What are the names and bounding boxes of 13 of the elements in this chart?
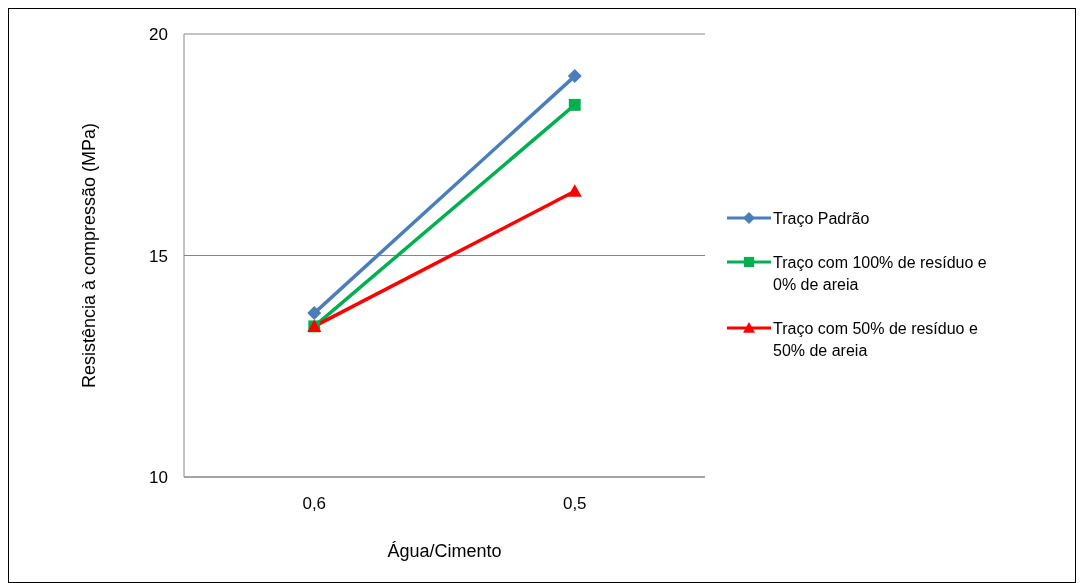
x-tick-label: 0,6 <box>302 494 327 514</box>
y-tick-label: 20 <box>149 25 168 45</box>
x-tick-label: 0,5 <box>562 494 587 514</box>
point <box>567 69 582 84</box>
y-axis-title: Resistência à compressão (MPa) <box>79 122 100 389</box>
point <box>568 98 581 111</box>
point <box>307 306 322 321</box>
legend-label: Traço com 50% de resíduo e 50% de areia <box>773 318 979 361</box>
y-tick-label: 15 <box>149 246 168 266</box>
y-tick-label: 10 <box>149 468 168 488</box>
legend-label: Traço com 100% de resíduo e 0% de areia <box>773 252 988 295</box>
x-axis-title: Água/Cimento <box>387 541 502 561</box>
legend-label: Traço Padrão <box>773 208 871 229</box>
